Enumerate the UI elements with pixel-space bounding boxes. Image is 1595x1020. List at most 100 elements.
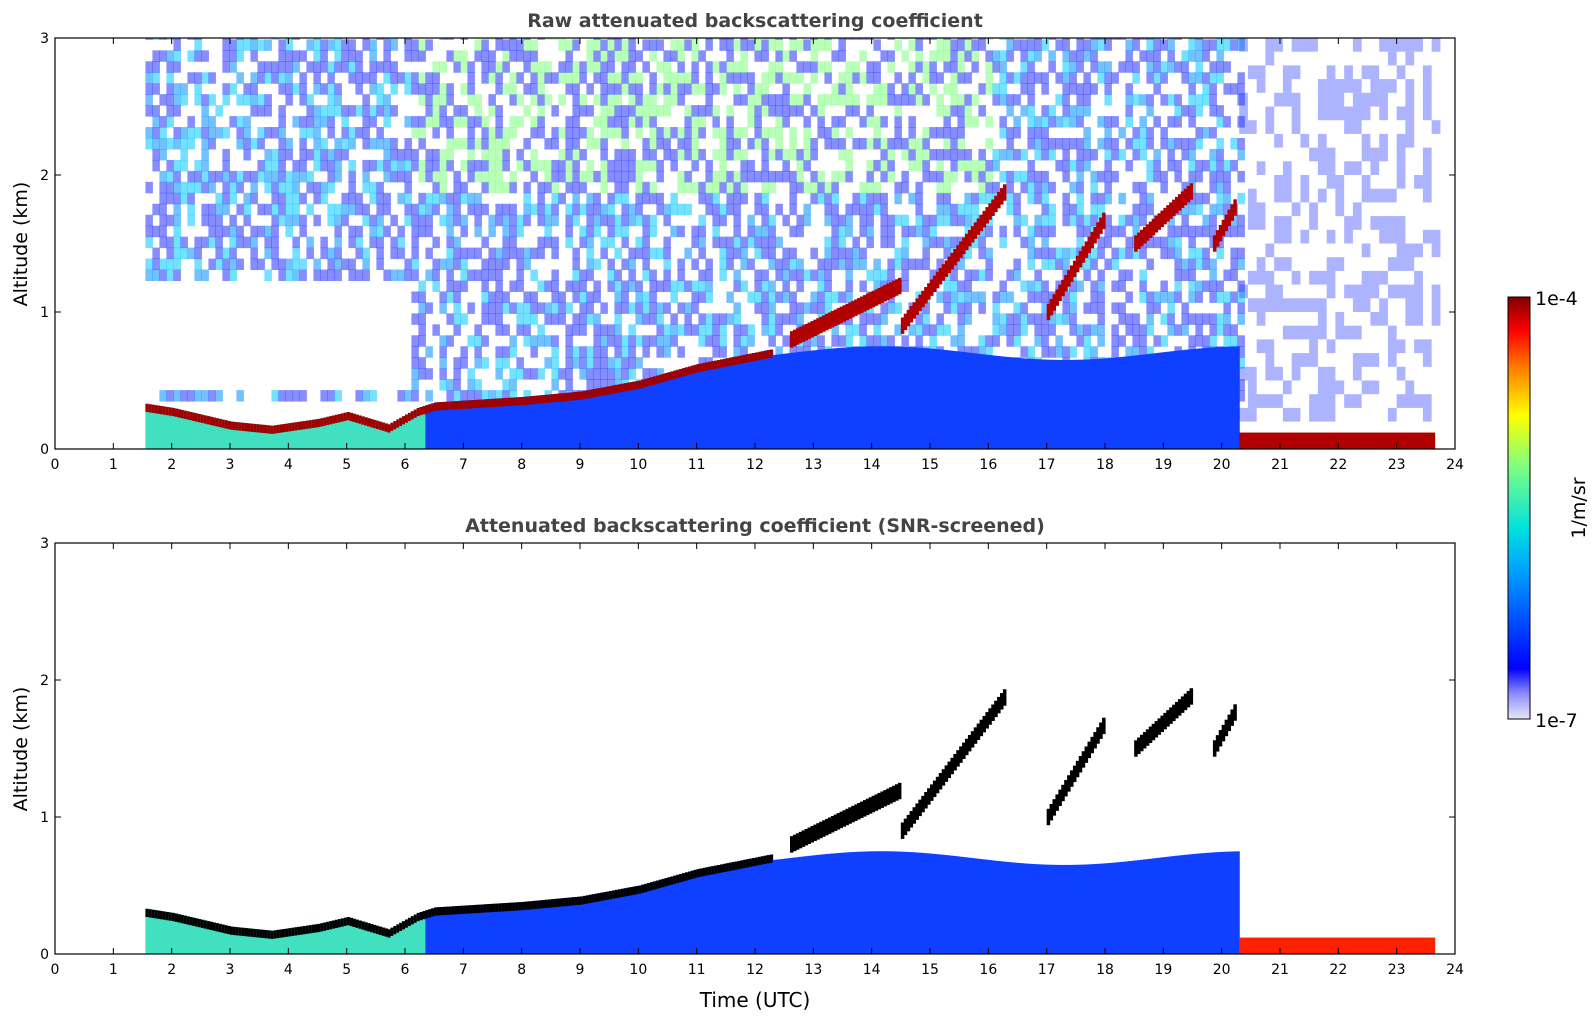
boundary-layer-cell [1061,359,1065,449]
noise-cell [838,39,846,51]
noise-cell [1181,181,1189,194]
boundary-layer-cell [988,355,992,449]
noise-cell [614,116,622,128]
noise-cell [187,138,195,150]
noise-cell [880,203,888,216]
noise-cell [712,313,720,325]
noise-cell [1041,203,1049,216]
noise-cell [915,214,923,227]
noise-cell [1370,188,1380,203]
boundary-layer-cell [725,358,730,449]
noise-cell [1405,79,1415,93]
noise-cell [810,50,818,62]
noise-cell [866,116,874,128]
noise-cell [579,313,587,325]
noise-cell [446,390,454,402]
noise-cell [1006,335,1014,347]
aerosol-top-cell [308,925,313,934]
noise-cell [964,39,972,51]
aerosol-top-cell [585,390,590,399]
noise-cell [355,105,363,117]
noise-cell [915,335,923,347]
boundary-layer-cell [1210,347,1214,449]
aerosol-top-cell [431,908,435,917]
noise-cell [761,302,769,314]
cloud-cell [1096,222,1100,239]
boundary-layer-cell [781,353,785,449]
noise-cell [712,346,720,358]
noise-cell [719,127,727,139]
cloud-cell [930,279,934,296]
noise-cell [614,50,622,62]
noise-cell [1055,116,1063,128]
aerosol-top-cell [568,897,572,906]
noise-cell [1291,92,1301,107]
aerosol-top-cell [218,418,222,428]
cloud-cell [1370,432,1374,449]
noise-cell [481,116,489,128]
aerosol-top-cell [690,365,695,374]
aerosol-top-cell [256,424,260,433]
noise-cell [1352,325,1362,340]
noise-cell [628,214,636,227]
noise-cell [348,170,356,183]
aerosol-top-cell [725,358,730,367]
noise-cell [1083,214,1091,227]
noise-cell [1146,302,1154,314]
boundary-layer-cell [1035,359,1039,449]
aerosol-top-cell [448,401,453,410]
boundary-layer-cell [717,360,721,449]
aerosol-top-cell [463,905,467,914]
boundary-layer-cell [854,346,858,449]
cloud-cell [982,210,987,228]
aerosol-top-cell [734,356,739,365]
noise-cell [1247,188,1257,203]
noise-cell [495,203,503,216]
noise-cell [537,181,545,194]
noise-cell [201,181,209,194]
noise-cell [1223,170,1231,183]
boundary-layer-cell [1020,358,1024,449]
noise-cell [320,159,328,172]
boundary-layer-cell [1221,346,1226,449]
noise-cell [1195,313,1203,325]
noise-cell [754,203,762,216]
noise-cell [1414,175,1423,189]
cloud-cell [1245,432,1249,449]
noise-cell [600,94,608,106]
noise-cell [607,269,615,281]
noise-cell [320,181,328,194]
noise-cell [600,214,608,227]
noise-cell [1230,214,1238,227]
cloud-cell [1303,432,1307,449]
cloud-cell [1134,740,1138,757]
boundary-layer-cell [1093,864,1097,954]
noise-cell [264,247,272,260]
noise-cell [691,236,699,249]
noise-cell [383,192,391,205]
noise-cell [1188,291,1196,303]
noise-cell [152,72,160,84]
aerosol-top-cell [486,399,491,408]
noise-cell [740,335,748,347]
noise-cell [229,170,237,183]
noise-cell [579,368,587,380]
noise-cell [1027,159,1035,172]
noise-cell [1132,181,1140,194]
noise-cell [824,302,832,314]
boundary-layer-cell [367,923,371,954]
noise-cell [922,313,930,325]
noise-cell [607,170,615,183]
noise-cell [817,280,825,292]
aerosol-top-cell [372,419,377,429]
noise-cell [586,236,594,249]
noise-cell [866,159,874,172]
aerosol-top-cell [635,886,639,895]
noise-cell [607,203,615,216]
noise-cell [1125,291,1133,303]
boundary-layer-cell [259,929,263,954]
noise-cell [712,236,720,249]
noise-cell [1335,325,1345,340]
aerosol-top-cell [737,355,742,365]
noise-cell [418,72,426,84]
